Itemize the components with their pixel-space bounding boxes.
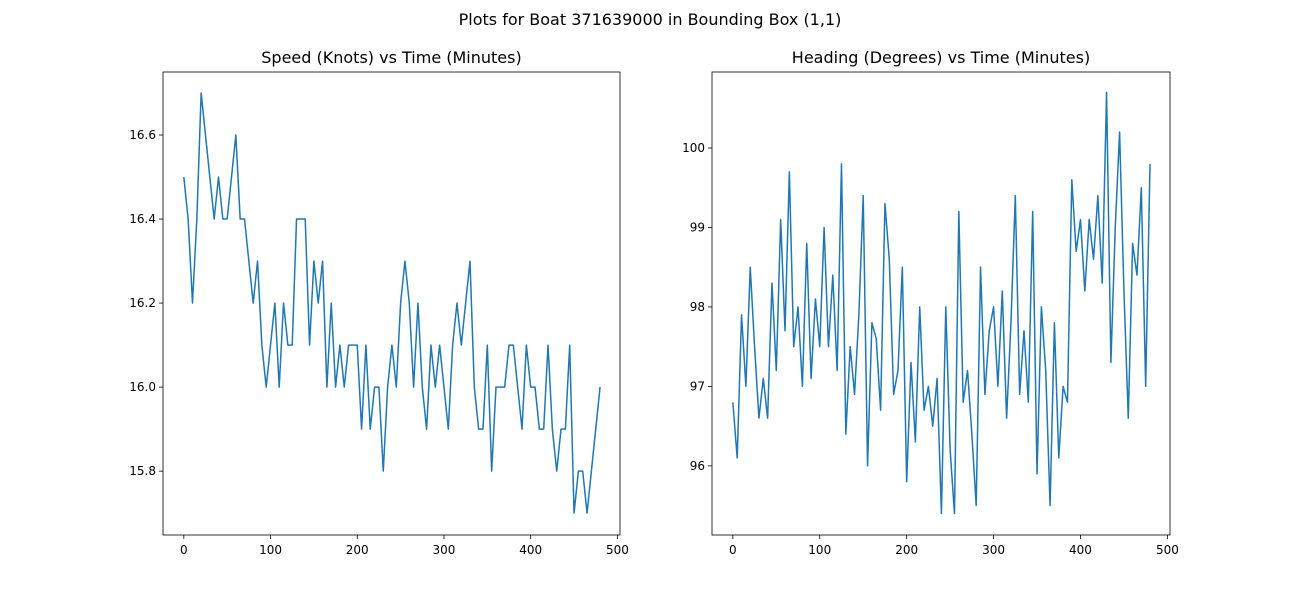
figure-title: Plots for Boat 371639000 in Bounding Box…: [459, 10, 842, 29]
data-line: [732, 91, 1151, 515]
x-tick-label: 0: [729, 543, 737, 557]
subplot-title: Heading (Degrees) vs Time (Minutes): [792, 48, 1090, 67]
y-tick-label: 16.2: [129, 296, 156, 310]
y-tick-label: 15.8: [129, 464, 156, 478]
axes-frame: [162, 71, 621, 536]
data-line: [183, 92, 601, 514]
y-tick-label: 100: [682, 141, 705, 155]
axes-frame: [711, 71, 1171, 536]
y-tick-label: 96: [690, 459, 705, 473]
x-tick-label: 500: [606, 543, 629, 557]
x-tick-label: 300: [982, 543, 1005, 557]
subplot-title: Speed (Knots) vs Time (Minutes): [261, 48, 521, 67]
y-tick-label: 16.6: [129, 128, 156, 142]
x-tick-label: 200: [346, 543, 369, 557]
x-tick-label: 400: [1069, 543, 1092, 557]
y-tick-label: 97: [690, 379, 705, 393]
x-tick-label: 500: [1156, 543, 1179, 557]
y-tick-label: 16.0: [129, 380, 156, 394]
x-tick-label: 100: [808, 543, 831, 557]
x-tick-label: 400: [519, 543, 542, 557]
y-tick-label: 16.4: [129, 212, 156, 226]
x-tick-label: 300: [433, 543, 456, 557]
x-tick-label: 200: [895, 543, 918, 557]
x-tick-label: 0: [180, 543, 188, 557]
x-tick-label: 100: [259, 543, 282, 557]
y-tick-label: 99: [690, 220, 705, 234]
y-tick-label: 98: [690, 300, 705, 314]
